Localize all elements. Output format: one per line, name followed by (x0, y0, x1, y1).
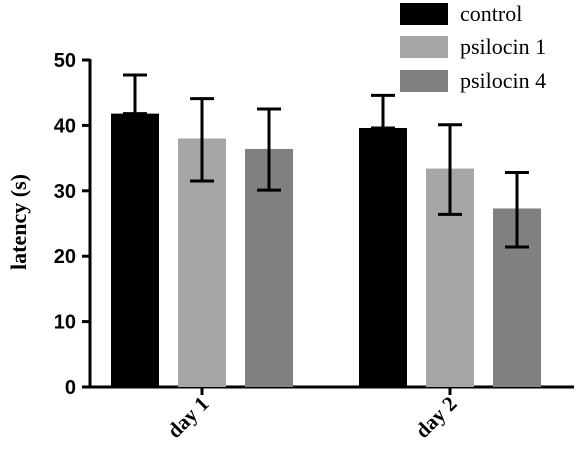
error-bar (438, 123, 462, 216)
error-bar (371, 93, 395, 130)
legend-swatch (400, 36, 448, 58)
legend-swatch (400, 3, 448, 25)
error-bar (505, 170, 529, 249)
y-axis: 0 10 20 30 40 50 (54, 50, 92, 399)
y-tick-label: 0 (65, 377, 76, 399)
bars-group (111, 113, 541, 388)
bar (111, 113, 159, 388)
legend: control psilocin 1 psilocin 4 (400, 1, 546, 93)
x-tick-label: day 1 (162, 392, 213, 443)
legend-label: psilocin 1 (460, 34, 546, 59)
y-tick-label: 50 (54, 50, 76, 72)
x-tick-label: day 2 (410, 392, 461, 443)
error-bar (257, 107, 281, 192)
error-bars-group (123, 73, 529, 249)
error-bar (190, 97, 214, 183)
legend-label: control (460, 1, 522, 26)
y-axis-title: latency (s) (6, 174, 31, 270)
y-tick-label: 40 (54, 115, 76, 137)
x-axis: day 1 day 2 (89, 385, 574, 443)
legend-swatch (400, 70, 448, 92)
legend-item: control (400, 1, 522, 26)
y-tick-label: 10 (54, 312, 76, 334)
y-tick-label: 30 (54, 181, 76, 203)
y-tick-label: 20 (54, 246, 76, 268)
bar (359, 128, 407, 388)
legend-label: psilocin 4 (460, 68, 546, 93)
legend-item: psilocin 1 (400, 34, 546, 59)
legend-item: psilocin 4 (400, 68, 546, 93)
error-bar (123, 73, 147, 116)
